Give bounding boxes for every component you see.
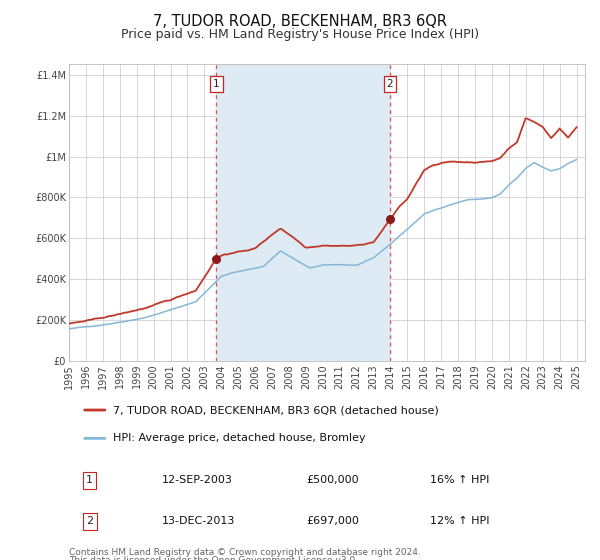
Text: This data is licensed under the Open Government Licence v3.0.: This data is licensed under the Open Gov… <box>69 556 358 560</box>
Text: 16% ↑ HPI: 16% ↑ HPI <box>430 475 490 486</box>
Text: 1: 1 <box>86 475 93 486</box>
Text: 7, TUDOR ROAD, BECKENHAM, BR3 6QR: 7, TUDOR ROAD, BECKENHAM, BR3 6QR <box>153 14 447 29</box>
Text: 7, TUDOR ROAD, BECKENHAM, BR3 6QR (detached house): 7, TUDOR ROAD, BECKENHAM, BR3 6QR (detac… <box>113 405 439 415</box>
Text: 2: 2 <box>386 79 393 88</box>
Bar <box>217 64 390 361</box>
Text: Contains HM Land Registry data © Crown copyright and database right 2024.: Contains HM Land Registry data © Crown c… <box>69 548 421 557</box>
Text: 12-SEP-2003: 12-SEP-2003 <box>162 475 233 486</box>
Text: 12% ↑ HPI: 12% ↑ HPI <box>430 516 490 526</box>
Text: Price paid vs. HM Land Registry's House Price Index (HPI): Price paid vs. HM Land Registry's House … <box>121 28 479 41</box>
Text: £500,000: £500,000 <box>307 475 359 486</box>
Text: 1: 1 <box>213 79 220 88</box>
Text: 2: 2 <box>86 516 93 526</box>
Text: £697,000: £697,000 <box>307 516 359 526</box>
Text: HPI: Average price, detached house, Bromley: HPI: Average price, detached house, Brom… <box>113 433 365 444</box>
Text: 13-DEC-2013: 13-DEC-2013 <box>162 516 235 526</box>
